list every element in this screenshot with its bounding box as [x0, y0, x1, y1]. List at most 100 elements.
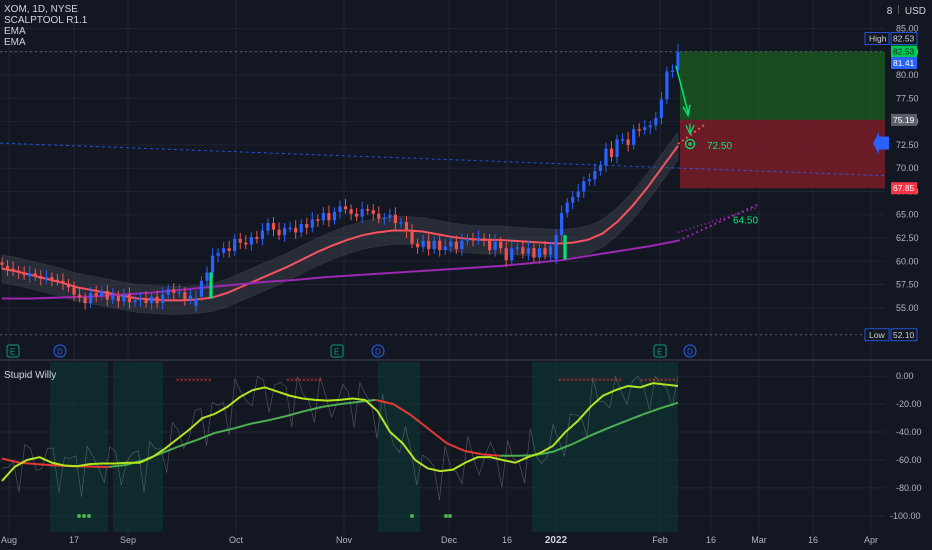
candle[interactable] [432, 240, 436, 250]
dividend-marker[interactable]: D [53, 344, 67, 358]
candle[interactable] [548, 246, 553, 255]
candle[interactable] [277, 229, 281, 236]
candle[interactable] [282, 227, 287, 236]
candle[interactable] [571, 197, 575, 203]
target-circle[interactable] [684, 138, 696, 150]
candle[interactable] [454, 241, 458, 250]
candle[interactable] [94, 292, 98, 296]
signal-candle[interactable] [563, 235, 567, 260]
candle[interactable] [61, 280, 65, 284]
candle[interactable] [55, 279, 60, 282]
price-badge-blue[interactable]: 81.41 [891, 57, 917, 70]
candle[interactable] [227, 248, 231, 252]
oscillator-title[interactable]: Stupid Willy [4, 370, 57, 381]
candle[interactable] [327, 212, 331, 221]
candle[interactable] [537, 248, 542, 258]
candle[interactable] [299, 224, 303, 233]
candle[interactable] [33, 273, 37, 277]
price-badge-high[interactable]: High 82.53 [864, 32, 918, 45]
candle[interactable] [582, 181, 586, 192]
candle[interactable] [410, 231, 414, 244]
candle[interactable] [565, 202, 569, 213]
legend-indicator-scalptool[interactable]: SCALPTOOL R1.1 [4, 15, 88, 26]
candle[interactable] [493, 241, 497, 251]
dividend-marker[interactable]: D [683, 344, 697, 358]
candle[interactable] [371, 210, 375, 214]
candle[interactable] [199, 280, 204, 297]
candle[interactable] [0, 262, 4, 265]
candle[interactable] [144, 298, 148, 304]
candle[interactable] [249, 237, 253, 245]
candle[interactable] [138, 298, 143, 301]
candle[interactable] [260, 230, 265, 239]
candle[interactable] [499, 241, 503, 249]
candle[interactable] [676, 51, 680, 71]
candle[interactable] [482, 237, 486, 240]
candle[interactable] [421, 240, 425, 248]
candle[interactable] [576, 191, 580, 198]
candle[interactable] [632, 129, 636, 145]
ema-fast-line[interactable] [1, 145, 679, 302]
candle[interactable] [266, 223, 270, 231]
candle[interactable] [72, 287, 76, 295]
candle[interactable] [210, 255, 215, 273]
candle[interactable] [460, 240, 464, 250]
candle[interactable] [526, 248, 530, 254]
candle[interactable] [271, 223, 276, 230]
candle[interactable] [244, 242, 248, 245]
candle[interactable] [83, 297, 87, 304]
osc-fast-line[interactable] [1, 382, 679, 482]
candle[interactable] [377, 213, 381, 219]
candle[interactable] [294, 227, 298, 233]
candle[interactable] [648, 125, 652, 128]
legend-indicator-ema-2[interactable]: EMA [4, 37, 26, 48]
currency-selector[interactable]: 8 USD [887, 5, 926, 17]
candle[interactable] [504, 248, 508, 261]
earnings-marker[interactable]: E [330, 344, 344, 358]
dividend-marker[interactable]: D [371, 344, 385, 358]
price-badge-low[interactable]: Low 52.10 [864, 328, 918, 342]
candle[interactable] [161, 294, 165, 304]
candle[interactable] [554, 235, 558, 260]
candle[interactable] [438, 240, 442, 251]
signal-candle[interactable] [209, 272, 213, 299]
candle[interactable] [560, 212, 564, 236]
candle[interactable] [532, 248, 536, 258]
candle[interactable] [476, 237, 481, 240]
candle[interactable] [316, 219, 320, 221]
candle[interactable] [105, 291, 109, 300]
alert-arrow[interactable] [873, 131, 879, 155]
candle[interactable] [643, 127, 647, 131]
candle[interactable] [100, 291, 104, 296]
candle[interactable] [188, 295, 192, 300]
candle[interactable] [89, 292, 93, 304]
candle[interactable] [355, 213, 359, 217]
candle[interactable] [609, 148, 614, 158]
candle[interactable] [521, 247, 525, 254]
price-badge-red[interactable]: 67.85 [891, 182, 917, 195]
stop-zone[interactable] [680, 119, 885, 189]
candle[interactable] [659, 99, 663, 118]
candle[interactable] [615, 139, 619, 158]
candle[interactable] [44, 277, 48, 279]
candle[interactable] [17, 270, 21, 273]
candle[interactable] [155, 296, 159, 304]
candle[interactable] [255, 237, 259, 239]
candle[interactable] [465, 238, 470, 241]
candle[interactable] [393, 214, 398, 224]
candle[interactable] [233, 238, 237, 252]
candle[interactable] [471, 238, 475, 241]
candle[interactable] [449, 241, 453, 247]
candle[interactable] [510, 248, 514, 261]
candle[interactable] [205, 272, 209, 281]
candle[interactable] [637, 129, 641, 131]
candle[interactable] [177, 291, 181, 294]
candle[interactable] [5, 265, 10, 270]
candle[interactable] [332, 211, 337, 221]
legend-symbol[interactable]: XOM, 1D, NYSE [4, 4, 78, 15]
candle[interactable] [111, 295, 115, 300]
candle[interactable] [665, 71, 669, 100]
candle[interactable] [166, 289, 170, 295]
price-badge-green[interactable]: 82.53 [891, 45, 917, 58]
